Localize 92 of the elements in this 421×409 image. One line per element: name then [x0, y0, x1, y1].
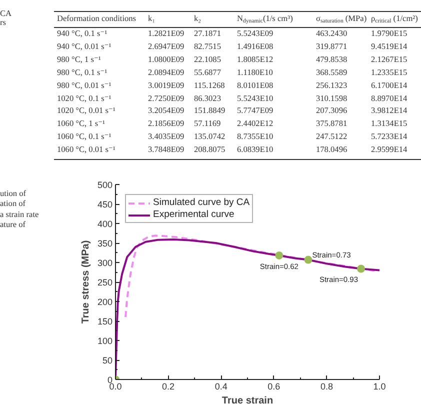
y-tick-label: 50	[102, 356, 113, 366]
text: 5.7233E14	[371, 132, 408, 142]
y-tick-label: 150	[97, 316, 113, 326]
text: 135.0742	[194, 132, 226, 142]
text: 8.8970E14	[371, 94, 408, 102]
text: 5.5243E10	[237, 94, 274, 102]
text: 247.5122	[316, 132, 348, 142]
y-tick-label: 100	[97, 336, 113, 346]
text: 256.1323	[316, 80, 348, 90]
y-tick-label: 400	[97, 219, 113, 229]
x-tick-label: 0.8	[320, 382, 333, 392]
text: 980 °C, 0.01 s⁻¹	[57, 80, 112, 90]
text: 3.7848E09	[148, 145, 184, 154]
x-tick-label: 0.6	[268, 382, 280, 392]
category-label: Deformation conditions	[57, 13, 136, 25]
y-tick-label: 200	[97, 297, 113, 307]
text: 9.4519E14	[371, 42, 408, 51]
text: 479.8538	[316, 54, 348, 64]
x-tick-label: 0.0	[109, 382, 122, 392]
text: 1.9790E15	[371, 29, 408, 38]
y-tick-label: 500	[97, 180, 113, 190]
text: 1020 °C, 0.01 s⁻¹	[57, 106, 116, 116]
category-label: k₂	[194, 13, 202, 25]
text: 1.8085E12	[237, 54, 274, 64]
text: 940 °C, 0.01 s⁻¹	[57, 42, 112, 51]
text: 2.9599E14	[371, 145, 408, 154]
legend-label: Simulated curve by CA	[153, 197, 250, 208]
text: 3.2054E09	[148, 106, 184, 116]
text: 82.7515	[194, 42, 221, 51]
text: 319.8771	[316, 42, 348, 51]
y-tick-label: 450	[97, 200, 113, 210]
text: 1060 °C, 0.01 s⁻¹	[57, 145, 116, 154]
text: 1.2335E15	[371, 68, 408, 77]
text: ature of	[0, 220, 26, 230]
text: 208.8075	[194, 145, 226, 154]
text: 2.1267E15	[371, 54, 408, 64]
point	[275, 251, 284, 260]
text: 115.1268	[194, 80, 225, 90]
text: 1.1180E10	[237, 68, 273, 77]
legend-label: Experimental curve	[153, 209, 234, 220]
y-axis-title: True stress (MPa)	[80, 240, 92, 324]
text: 375.8781	[316, 119, 348, 128]
x-tick-label: 0.2	[162, 382, 175, 392]
x-axis-title: True strain	[222, 396, 274, 406]
category-label: k₁	[148, 13, 156, 25]
text: 1.4916E08	[237, 42, 274, 51]
text: 5.7747E09	[237, 106, 274, 116]
text: 1.3134E15	[371, 119, 408, 128]
text: 940 °C, 0.1 s⁻¹	[57, 29, 108, 38]
text: 1060 °C, 1 s⁻¹	[57, 119, 105, 128]
y-tick-label: 350	[97, 238, 113, 248]
text: 57.1169	[194, 119, 221, 128]
y-tick-label: 300	[97, 258, 113, 268]
text: CA	[0, 8, 12, 20]
text: ution of	[0, 189, 26, 199]
text: 86.3023	[194, 94, 221, 102]
text: 2.0894E09	[148, 68, 184, 77]
text: 1020 °C, 0.1 s⁻¹	[57, 94, 112, 102]
text: 2.7250E09	[148, 94, 184, 102]
text: a strain rate	[0, 210, 39, 220]
text: 6.0839E10	[237, 145, 274, 154]
text: 368.5589	[316, 68, 348, 77]
text: rs	[0, 17, 6, 29]
y-tick-label: 250	[97, 278, 113, 288]
text: 151.8849	[194, 106, 226, 116]
text: 2.6947E09	[148, 42, 184, 51]
text: 27.1871	[194, 29, 221, 38]
text: ation of	[0, 199, 26, 210]
text: 1.2821E09	[148, 29, 184, 38]
text: 2.1856E09	[148, 119, 184, 128]
text: 5.5243E09	[237, 29, 274, 38]
text: 2.4402E12	[237, 119, 274, 128]
text: 980 °C, 1 s⁻¹	[57, 54, 101, 64]
text: 178.0496	[316, 145, 348, 154]
text: 980 °C, 0.1 s⁻¹	[57, 68, 108, 77]
text: 310.1598	[316, 94, 348, 102]
text: 3.4035E09	[148, 132, 184, 142]
text: 55.6877	[194, 68, 221, 77]
text: 3.0019E09	[148, 80, 184, 90]
text: 22.1085	[194, 54, 221, 64]
text: 463.2430	[316, 29, 348, 38]
point	[304, 256, 312, 264]
text: 207.3096	[316, 106, 348, 116]
text: 8.0101E08	[237, 80, 274, 90]
text: 8.7355E10	[237, 132, 274, 142]
point	[357, 264, 366, 273]
text: 1.0800E09	[148, 54, 184, 64]
text: 1060 °C, 0.1 s⁻¹	[57, 132, 112, 142]
x-tick-label: 1.0	[373, 382, 386, 392]
text: 3.9812E14	[371, 106, 408, 116]
x-tick-label: 0.4	[214, 382, 228, 392]
text: 6.1700E14	[371, 80, 408, 90]
